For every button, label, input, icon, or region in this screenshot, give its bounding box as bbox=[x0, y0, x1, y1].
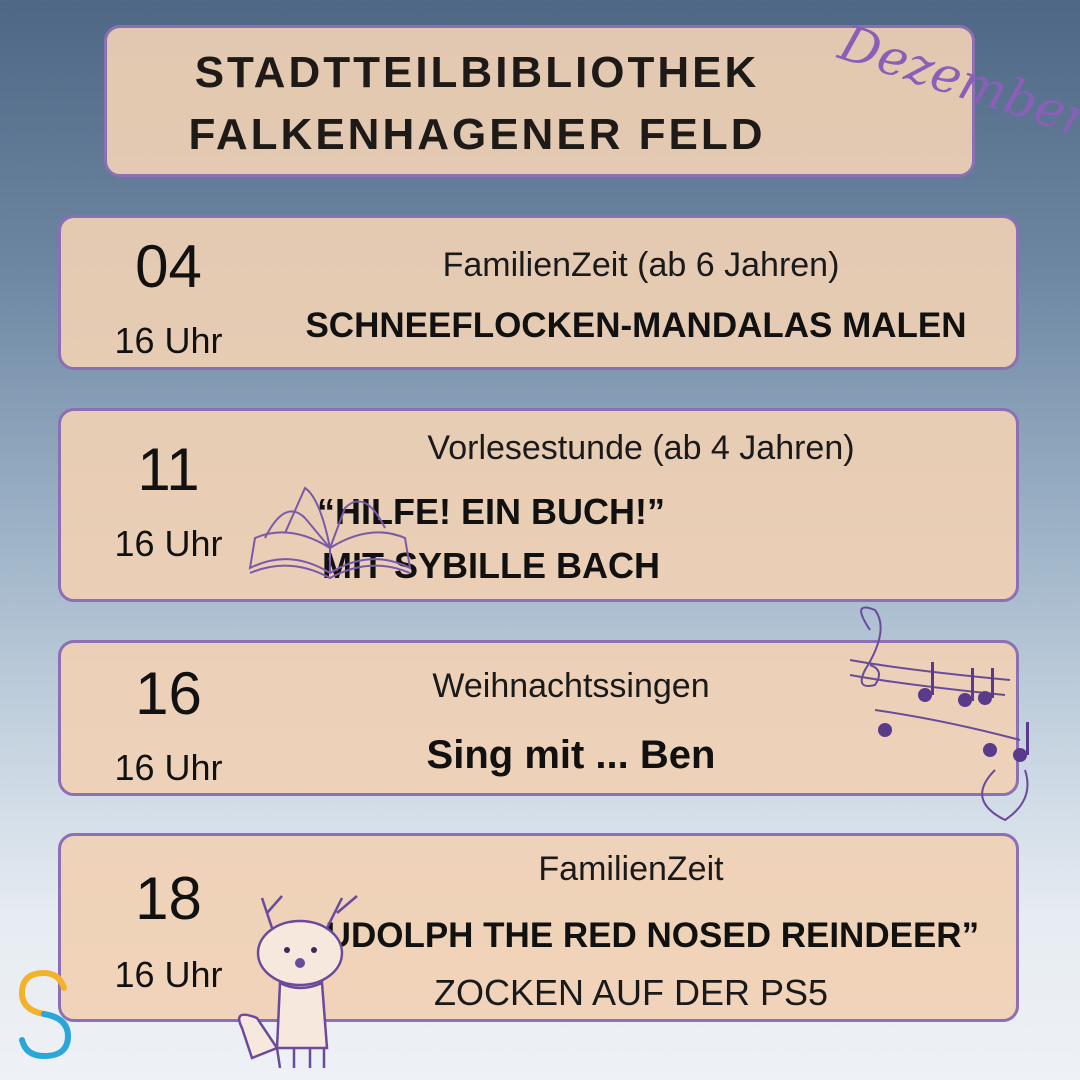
event-day: 04 bbox=[135, 233, 202, 300]
event-time: 16 Uhr bbox=[114, 747, 223, 788]
event-title: Sing mit ... Ben bbox=[426, 733, 716, 777]
event-category: Vorlesestunde (ab 4 Jahren) bbox=[427, 429, 855, 467]
event-card: 04 16 Uhr FamilienZeit (ab 6 Jahren) SCH… bbox=[58, 215, 1019, 370]
event-category: FamilienZeit (ab 6 Jahren) bbox=[442, 246, 840, 284]
book-icon bbox=[248, 486, 412, 580]
library-name-line2: FALKENHAGENER FELD bbox=[188, 110, 766, 159]
reindeer-icon bbox=[237, 895, 358, 1069]
event-card: 18 16 Uhr FamilienZeit “RUDOLPH THE RED … bbox=[58, 833, 1019, 1022]
music-notes-icon bbox=[849, 606, 1029, 822]
header-banner: STADTTEILBIBLIOTHEK FALKENHAGENER FELD bbox=[104, 25, 975, 177]
event-day: 16 bbox=[135, 660, 202, 727]
event-day: 11 bbox=[137, 436, 200, 503]
event-day: 18 bbox=[135, 865, 202, 932]
library-name-line1: STADTTEILBIBLIOTHEK bbox=[194, 48, 760, 97]
event-time: 16 Uhr bbox=[114, 523, 223, 564]
event-time: 16 Uhr bbox=[114, 320, 223, 361]
event-time: 16 Uhr bbox=[114, 954, 223, 995]
event-title: “RUDOLPH THE RED NOSED REINDEER” bbox=[282, 916, 980, 955]
event-card: 16 16 Uhr Weihnachtssingen Sing mit ... … bbox=[58, 640, 1019, 796]
event-category: Weihnachtssingen bbox=[432, 667, 710, 705]
event-category: FamilienZeit bbox=[538, 850, 724, 888]
event-subtitle: ZOCKEN AUF DER PS5 bbox=[433, 972, 829, 1013]
s-logo-icon bbox=[18, 969, 72, 1060]
event-card: 11 16 Uhr Vorlesestunde (ab 4 Jahren) “H… bbox=[58, 408, 1019, 602]
event-title: SCHNEEFLOCKEN-MANDALAS MALEN bbox=[305, 306, 967, 345]
